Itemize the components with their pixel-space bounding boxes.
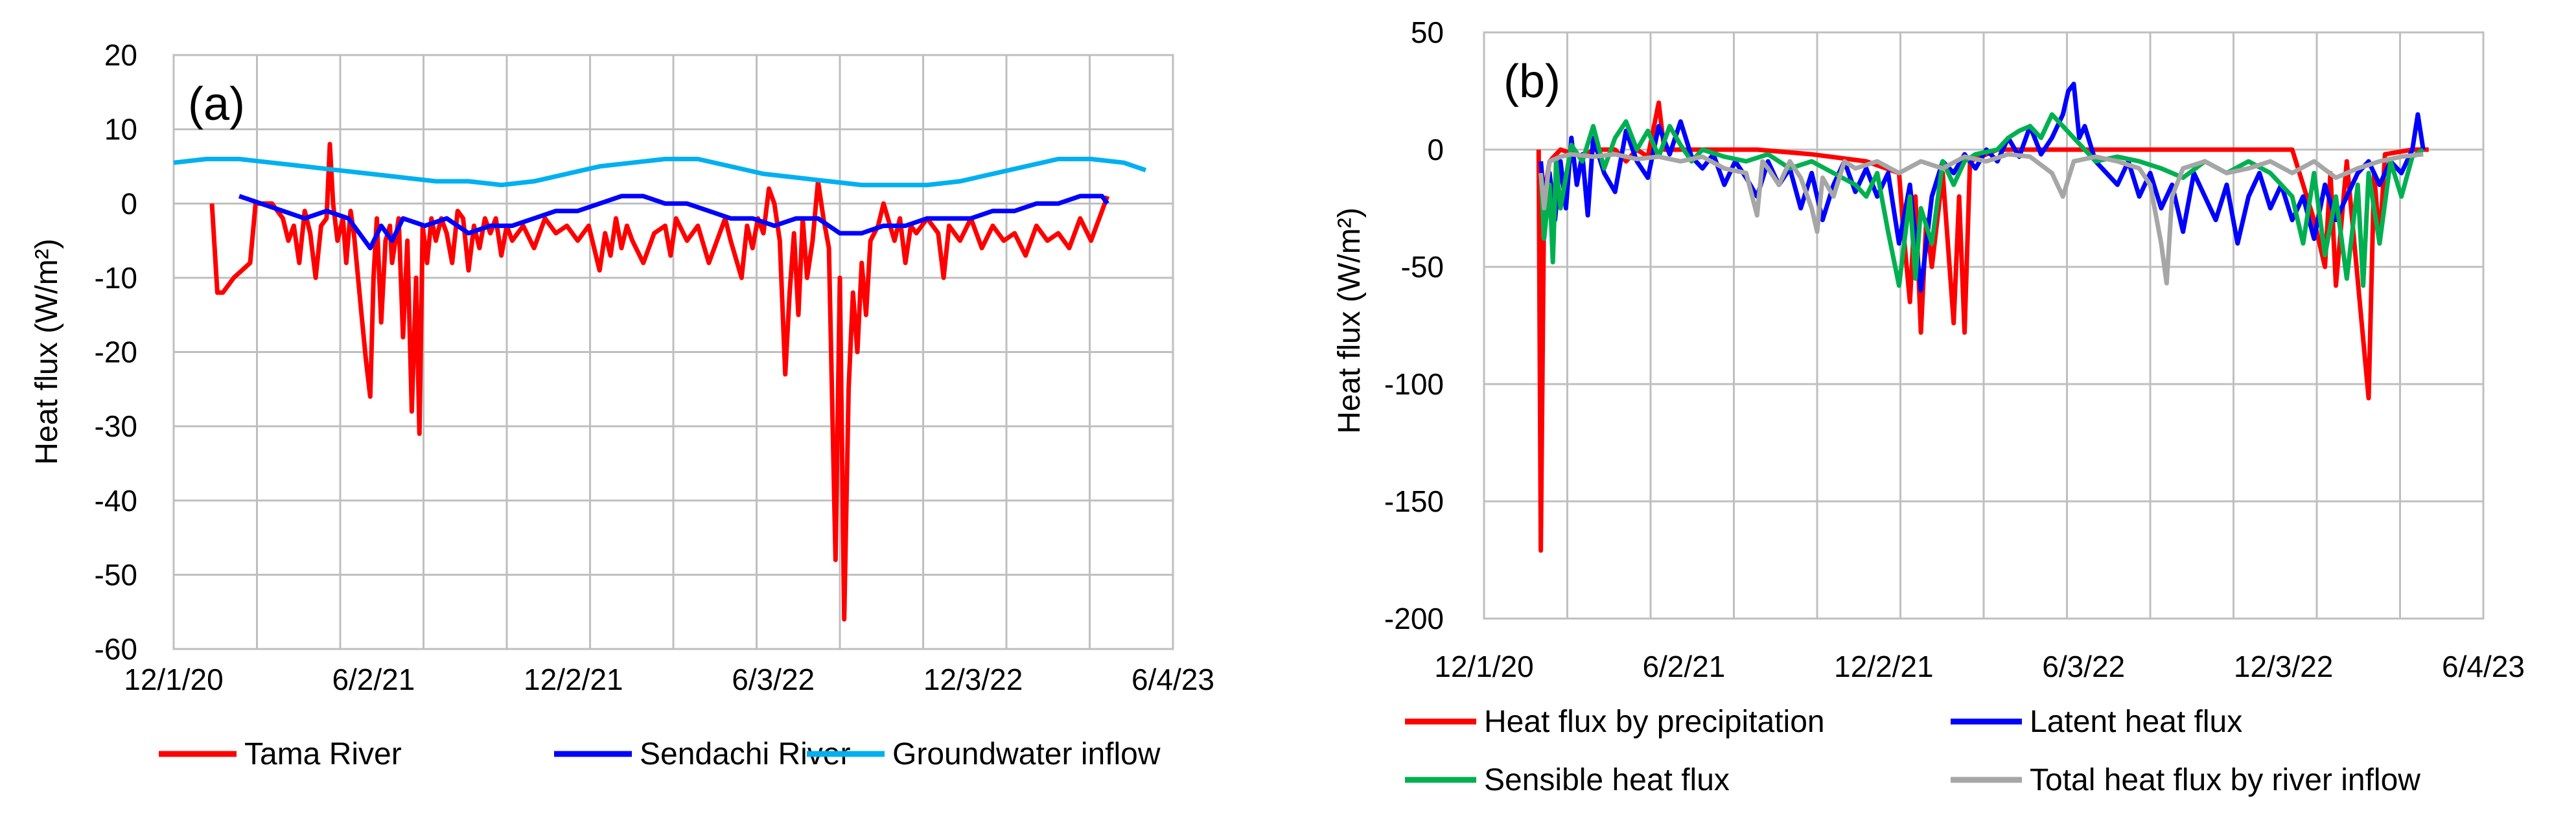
series-line-sendachi-river [238,194,1109,251]
legend-label: Sensible heat flux [1484,763,1730,797]
panel-label-a: (a) [188,78,245,130]
y-tick-label: -150 [1384,484,1444,518]
ticks-b: 50 0 -50 -100 -150 -200 12/1/20 6/2/21 12/2/21 6/… [1384,16,2525,683]
y-tick-label: -60 [95,632,137,666]
series-line-total-heat-flux-by-river-inflow [1538,152,2424,286]
series-line-sensible-heat-flux [1538,112,2425,288]
x-tick-label: 12/1/20 [124,663,223,696]
legend-label: Latent heat flux [2030,705,2242,739]
y-tick-label: -30 [95,409,137,443]
x-tick-label: 12/3/22 [923,663,1023,696]
y-tick-label: -50 [95,558,137,591]
y-tick-label: 0 [1427,133,1444,166]
y-tick-label: 0 [121,187,137,220]
series-line-groundwater-inflow [173,157,1147,188]
y-tick-label: -200 [1384,602,1444,635]
x-tick-label: 6/4/23 [2442,650,2525,683]
x-tick-label: 12/3/22 [2234,650,2333,683]
y-tick-label: 50 [1411,16,1444,49]
x-tick-label: 12/2/21 [1834,650,1933,683]
series-line-latent-heat-flux [1538,82,2426,293]
y-tick-label: -40 [95,484,137,518]
legend-label: Total heat flux by river inflow [2030,763,2420,797]
legend-b: Heat flux by precipitation Latent heat fl… [1405,705,2420,797]
y-axis-title-b: Heat flux (W/m²) [1332,207,1367,433]
legend-label: Tama River [244,737,402,771]
series-a [173,142,1147,622]
y-tick-label: -50 [1401,250,1444,284]
y-tick-label: -20 [95,336,137,369]
y-tick-label: 20 [104,38,137,72]
y-tick-label: -10 [95,261,137,295]
series-line-tama-river [209,142,1110,622]
x-tick-label: 6/4/23 [1131,663,1214,696]
legend-label: Heat flux by precipitation [1484,705,1825,739]
legend-label: Groundwater inflow [892,737,1161,771]
y-tick-label: 10 [104,113,137,146]
legend-a: Tama River Sendachi River Groundwater infl… [159,737,1161,771]
x-tick-label: 6/3/22 [732,663,815,696]
x-tick-label: 6/2/21 [332,663,415,696]
panel-b: 50 0 -50 -100 -150 -200 12/1/20 6/2/21 12/2/21 6/… [1332,16,2525,797]
y-tick-label: -100 [1384,367,1444,401]
grid-b [1483,31,2485,620]
x-tick-label: 12/2/21 [524,663,623,696]
series-b [1536,82,2429,553]
y-axis-title-a: Heat flux (W/m²) [30,238,64,464]
grid-a [172,54,1174,650]
panel-label-b: (b) [1503,56,1561,108]
x-tick-label: 6/2/21 [1642,650,1725,683]
x-tick-label: 12/1/20 [1434,650,1533,683]
x-tick-label: 6/3/22 [2042,650,2125,683]
